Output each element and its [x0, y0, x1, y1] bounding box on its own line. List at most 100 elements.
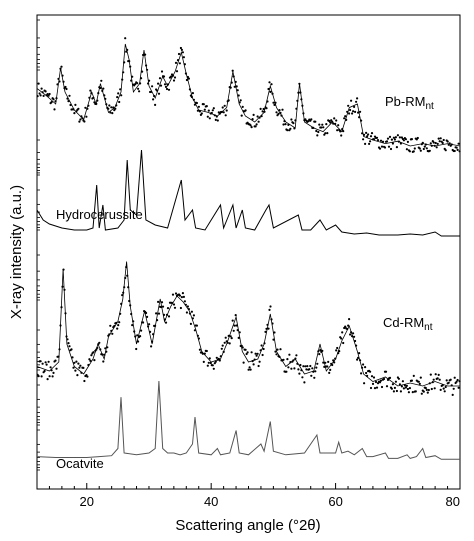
data-point [252, 363, 255, 366]
data-point [433, 144, 436, 147]
data-point [60, 65, 63, 68]
data-point [157, 312, 161, 315]
data-point [349, 333, 352, 336]
data-point [89, 89, 92, 92]
data-point [154, 103, 157, 106]
data-point [270, 318, 273, 321]
data-point [191, 92, 194, 95]
data-point [245, 352, 248, 356]
data-point [37, 82, 40, 85]
series-hydrocerussite [36, 149, 460, 237]
data-point [157, 82, 160, 85]
data-point [364, 142, 367, 145]
data-point [335, 349, 338, 352]
data-point [382, 377, 386, 381]
data-point [293, 127, 296, 130]
data-point [153, 94, 156, 98]
data-point [47, 360, 50, 363]
data-point [452, 387, 455, 390]
data-point [162, 75, 166, 78]
data-point [144, 53, 147, 56]
data-point [295, 354, 298, 357]
data-point [83, 120, 86, 123]
data-point [303, 381, 306, 384]
data-point [108, 333, 111, 336]
data-point [188, 88, 191, 91]
data-point [280, 114, 283, 117]
data-point [331, 363, 334, 367]
data-point [101, 353, 104, 356]
data-point [450, 384, 453, 387]
data-point [317, 130, 320, 134]
data-point [68, 345, 71, 348]
data-point [279, 111, 282, 114]
data-point [427, 388, 430, 392]
data-point [187, 308, 190, 311]
data-point [333, 117, 336, 120]
data-point [119, 88, 122, 91]
data-point [129, 304, 132, 307]
data-point [207, 361, 210, 364]
data-point [301, 376, 304, 379]
data-point [208, 357, 211, 360]
data-point [57, 77, 60, 80]
data-point [258, 116, 261, 119]
data-point [86, 107, 89, 110]
data-point [286, 129, 289, 132]
data-point [206, 364, 209, 367]
data-point [148, 79, 151, 82]
data-point [326, 365, 329, 368]
plot-frame [36, 14, 461, 490]
data-point [358, 116, 361, 119]
data-point [239, 99, 242, 102]
data-point [247, 368, 250, 371]
data-point [369, 370, 372, 373]
data-point [93, 359, 96, 362]
data-point [344, 115, 347, 118]
data-point [181, 51, 184, 54]
data-point [147, 325, 150, 328]
data-point [46, 378, 49, 381]
data-point [101, 89, 104, 92]
data-point [197, 105, 200, 108]
data-point [292, 359, 295, 362]
data-point [277, 112, 280, 115]
data-point [71, 356, 74, 359]
data-point [372, 138, 376, 141]
data-point [379, 379, 383, 382]
data-point [95, 102, 98, 105]
data-point [181, 292, 184, 295]
data-point [290, 118, 293, 121]
data-point [455, 380, 458, 383]
data-point [259, 107, 262, 110]
data-point [355, 344, 358, 347]
data-point [73, 112, 76, 115]
data-point [39, 360, 42, 363]
data-point [358, 352, 361, 355]
data-point [52, 371, 55, 374]
data-point [442, 138, 445, 142]
data-point [342, 341, 345, 345]
data-point [198, 110, 201, 113]
data-point [276, 348, 279, 351]
data-point [196, 334, 199, 337]
data-point [299, 91, 302, 94]
data-point [281, 108, 284, 111]
data-point [315, 129, 318, 133]
data-point [138, 90, 141, 93]
data-point [274, 101, 277, 104]
data-point [96, 346, 99, 349]
data-point [393, 138, 396, 141]
data-point [282, 123, 285, 126]
data-point [37, 375, 40, 378]
data-point [98, 341, 101, 344]
data-point [371, 382, 375, 385]
data-point [444, 385, 447, 389]
data-point [301, 104, 304, 107]
data-point [135, 347, 138, 351]
data-point [435, 146, 438, 149]
data-point [278, 109, 281, 112]
data-point [185, 311, 188, 314]
data-point [167, 315, 171, 318]
data-point [352, 332, 355, 335]
